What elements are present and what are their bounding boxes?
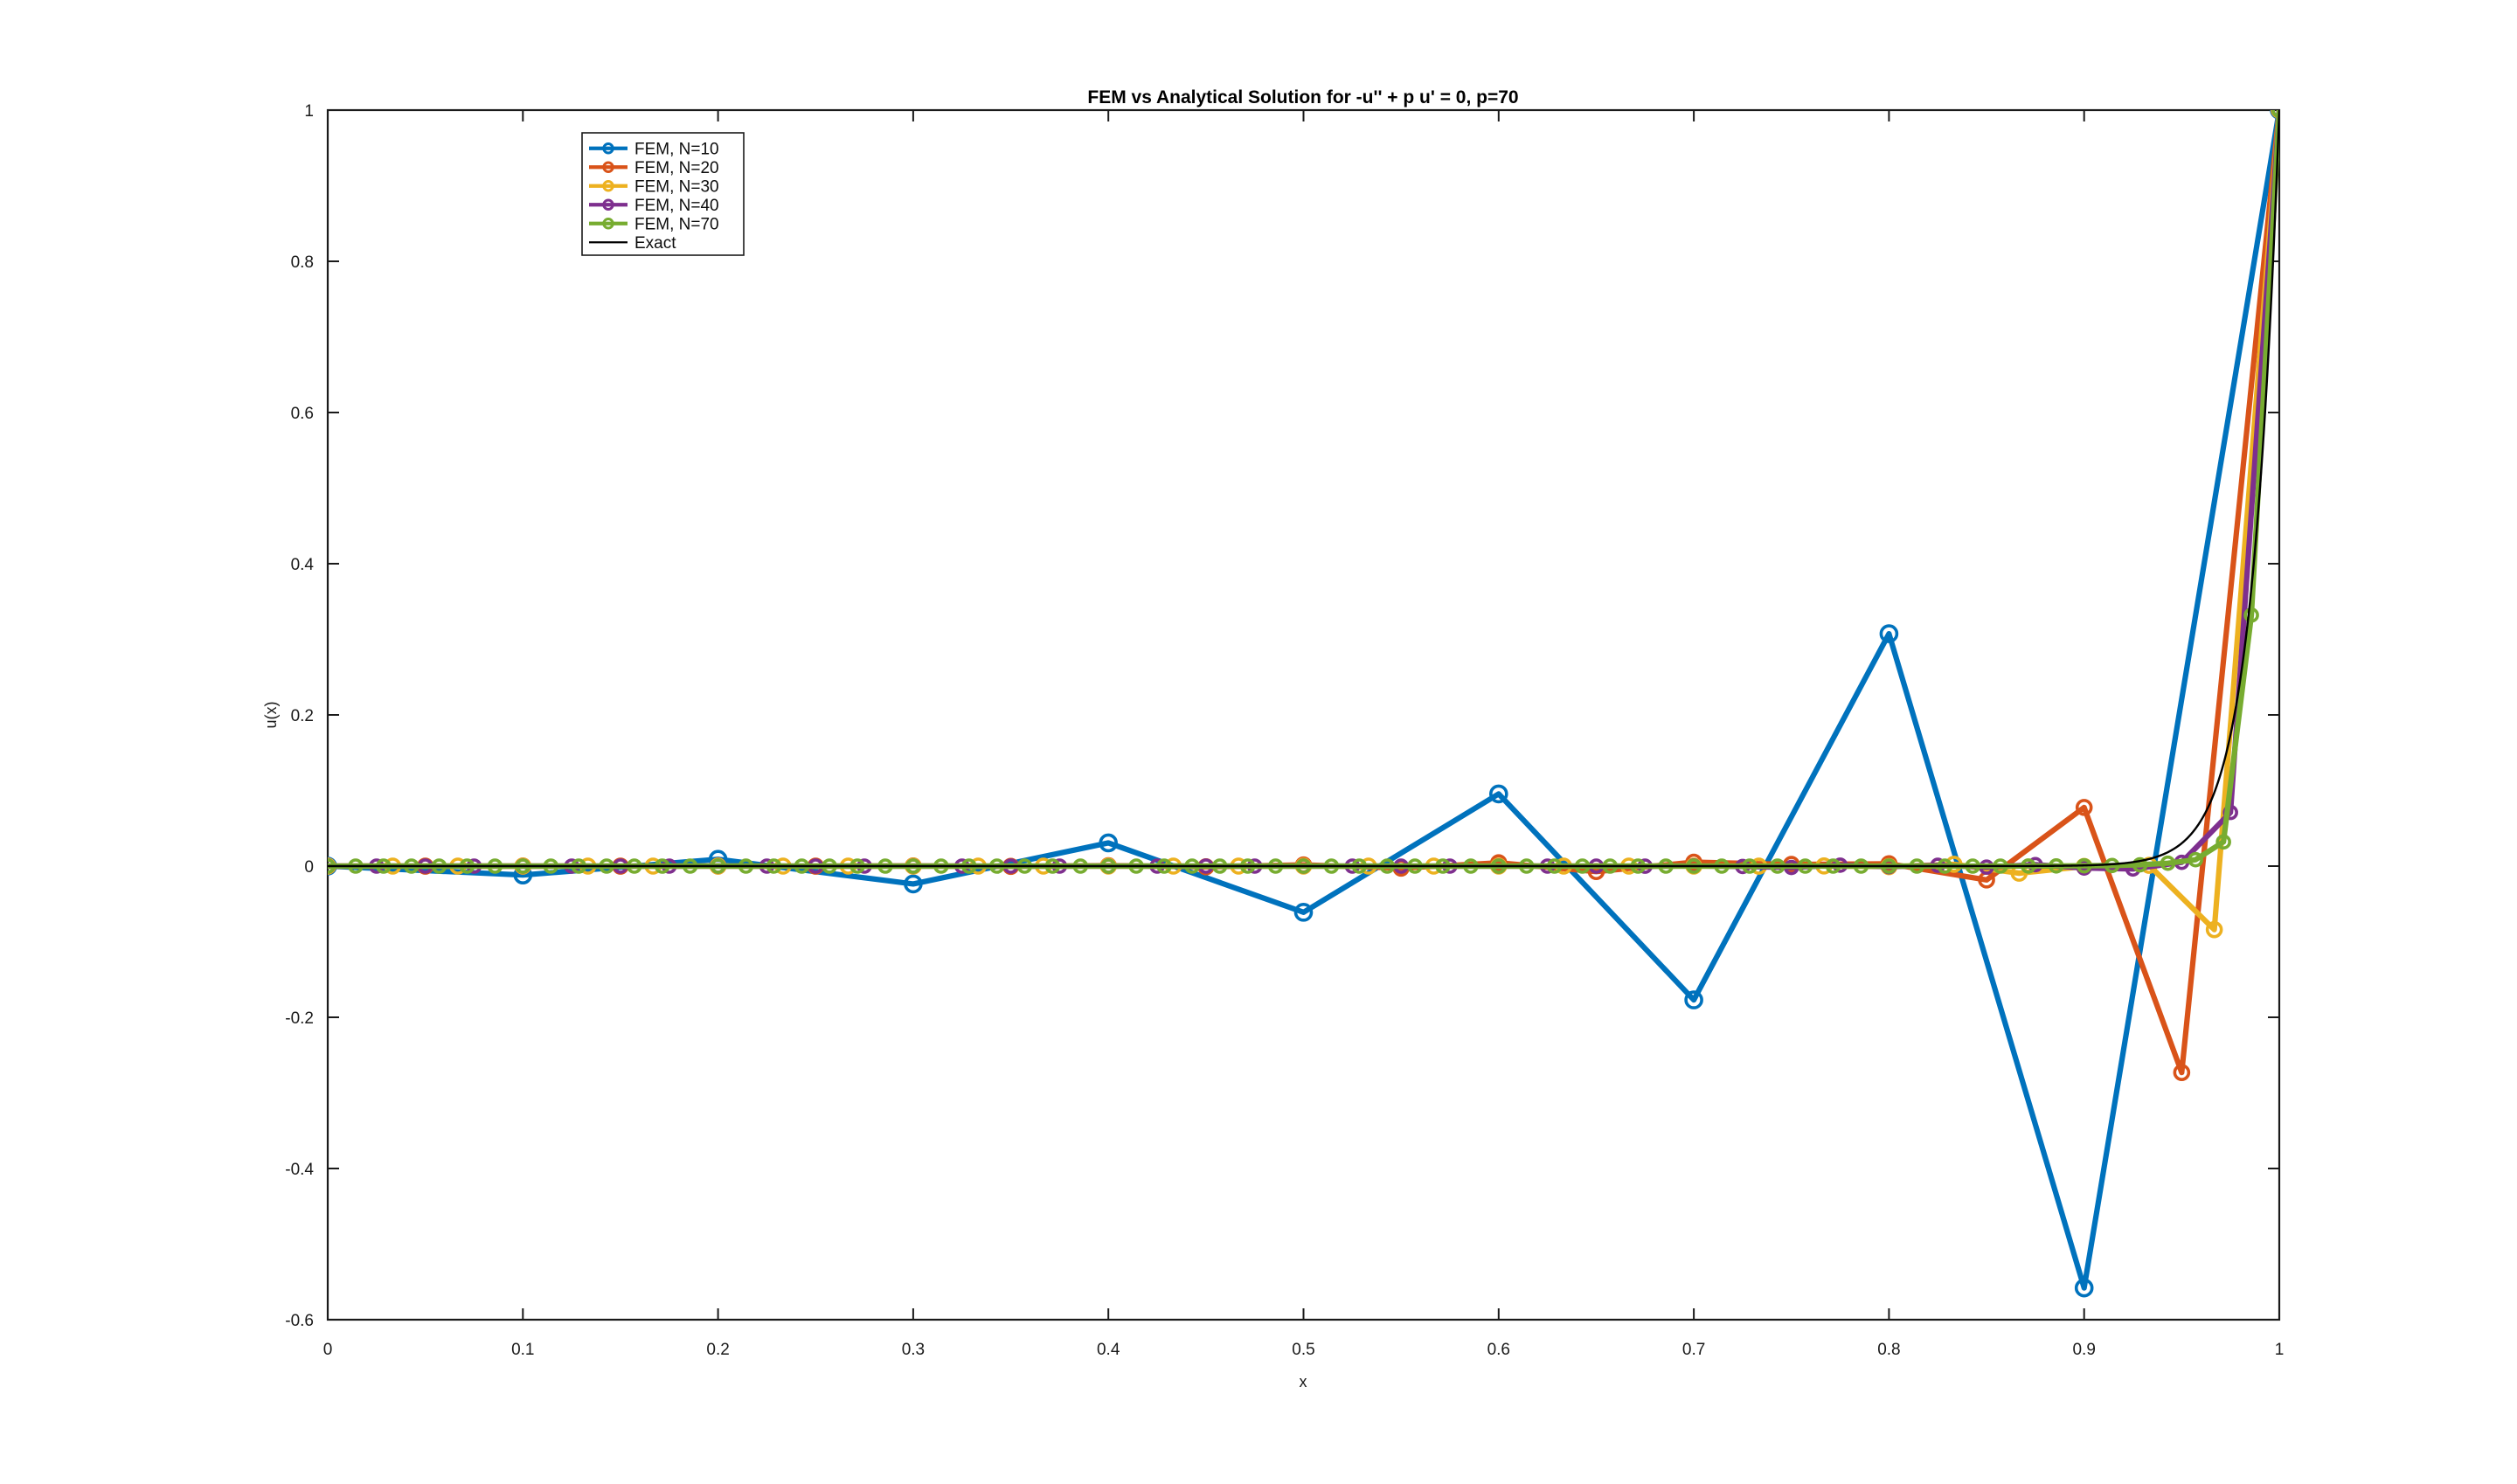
series-marker <box>2215 834 2231 850</box>
series-marker <box>2132 856 2148 873</box>
y-tick-label: -0.4 <box>285 1161 314 1179</box>
x-tick-label: 0.3 <box>902 1341 925 1359</box>
legend-marker-sample <box>602 142 614 155</box>
series-exact <box>328 110 2279 868</box>
series-marker <box>2074 1278 2094 1298</box>
x-tick-label: 0.8 <box>1877 1341 1900 1359</box>
x-tick-label: 0.9 <box>2072 1341 2095 1359</box>
legend-marker-sample <box>602 161 614 173</box>
series-marker <box>2243 607 2259 623</box>
x-tick-label: 0 <box>323 1341 333 1359</box>
y-tick-label: 0 <box>304 858 314 877</box>
y-axis-label: u(x) <box>262 702 280 729</box>
series-marker <box>904 874 923 894</box>
x-axis-label: x <box>1300 1373 1307 1390</box>
series-marker <box>2205 920 2223 939</box>
series-marker <box>2160 855 2176 871</box>
x-tick-label: 1 <box>2275 1341 2285 1359</box>
legend-marker-sample <box>602 180 614 192</box>
y-tick-label: 0.8 <box>291 253 314 272</box>
y-axis-ticks: -0.6 -0.4 -0.2 0 0.2 0.4 0.6 0.8 1 <box>285 102 2279 1330</box>
x-tick-label: 0.5 <box>1292 1341 1314 1359</box>
x-tick-label: 0.7 <box>1682 1341 1705 1359</box>
x-tick-label: 0.1 <box>511 1341 534 1359</box>
y-tick-label: 0.2 <box>291 707 314 725</box>
legend-label[interactable]: FEM, N=40 <box>634 197 719 215</box>
legend-marker-sample <box>602 218 614 230</box>
chart-title: FEM vs Analytical Solution for -u'' + p … <box>1087 87 1518 107</box>
legend-label[interactable]: FEM, N=30 <box>634 177 719 196</box>
legend-label[interactable]: FEM, N=20 <box>634 159 719 177</box>
y-tick-label: 0.4 <box>291 556 315 574</box>
x-tick-label: 0.2 <box>706 1341 729 1359</box>
series-marker <box>2188 851 2203 868</box>
legend-marker-sample <box>602 198 614 211</box>
series-marker <box>1879 624 1899 643</box>
y-tick-label: 0.6 <box>291 405 314 423</box>
series-marker <box>1489 784 1508 804</box>
legend-label[interactable]: Exact <box>634 234 676 253</box>
y-tick-label: 1 <box>304 102 314 121</box>
series-line <box>328 110 2279 868</box>
x-tick-label: 0.4 <box>1097 1341 1120 1359</box>
series-marker <box>1099 833 1118 853</box>
series-marker <box>1293 903 1314 922</box>
legend-label[interactable]: FEM, N=70 <box>634 215 719 233</box>
x-axis-ticks: 0 0.1 0.2 0.3 0.4 0.5 0.6 0.7 0.8 0.9 1 <box>323 110 2285 1359</box>
y-tick-label: -0.2 <box>285 1009 314 1028</box>
series-marker <box>2173 1064 2191 1081</box>
series-marker <box>1684 990 1703 1009</box>
series-marker <box>2075 799 2093 816</box>
legend-label[interactable]: FEM, N=10 <box>634 140 719 158</box>
y-tick-label: -0.6 <box>285 1312 314 1330</box>
x-tick-label: 0.6 <box>1487 1341 1510 1359</box>
data-series-group <box>328 110 2279 1298</box>
